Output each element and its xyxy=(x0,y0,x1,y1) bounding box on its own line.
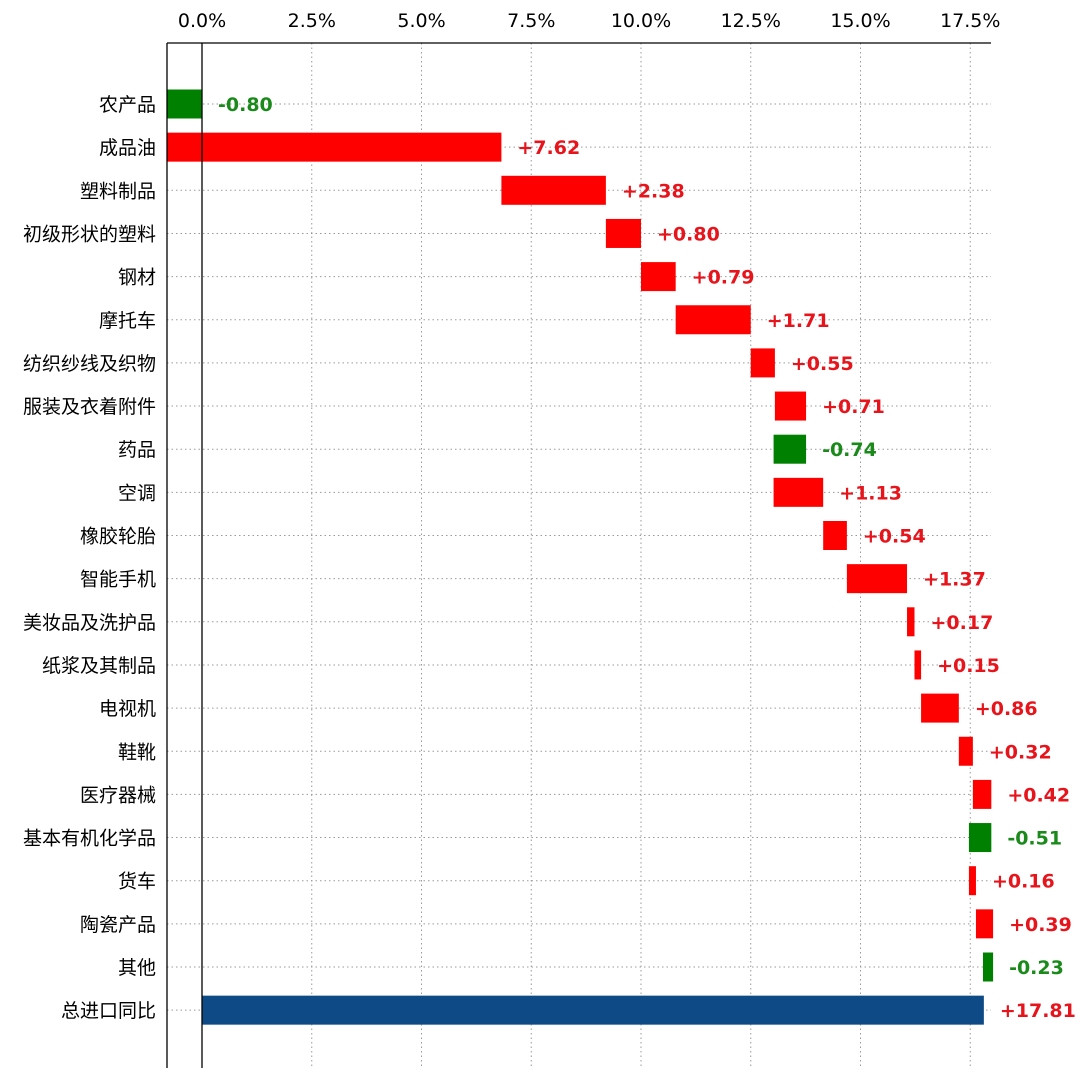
data-label: +2.38 xyxy=(622,180,685,202)
category-label: 初级形状的塑料 xyxy=(23,223,156,245)
category-label: 摩托车 xyxy=(99,310,156,332)
category-label: 橡胶轮胎 xyxy=(80,526,156,548)
x-tick-label: 17.5% xyxy=(940,10,1000,32)
data-label: +0.79 xyxy=(692,267,755,289)
data-label: +1.71 xyxy=(767,310,830,332)
x-tick-label: 0.0% xyxy=(178,10,226,32)
total-bar xyxy=(202,995,984,1025)
waterfall-bar xyxy=(774,391,807,421)
x-tick-label: 7.5% xyxy=(507,10,555,32)
waterfall-bar xyxy=(605,218,641,248)
data-labels: -0.80 +7.62 +2.38 +0.80 +0.79 +1.71 +0.55 +0.71… xyxy=(218,94,1076,1022)
data-label: +0.17 xyxy=(930,612,993,634)
x-tick-label: 12.5% xyxy=(721,10,781,32)
category-labels: 农产品成品油塑料制品初级形状的塑料钢材摩托车纺织纱线及织物服装及衣着附件药品空调… xyxy=(23,94,156,1022)
waterfall-bar xyxy=(921,693,959,723)
data-label: +0.15 xyxy=(937,655,1000,677)
data-label: +0.39 xyxy=(1009,914,1072,936)
waterfall-bar xyxy=(823,521,847,550)
waterfall-bar xyxy=(773,434,807,464)
data-label: +0.80 xyxy=(657,223,720,245)
waterfall-bar xyxy=(773,477,824,507)
data-label: +0.42 xyxy=(1007,784,1070,806)
waterfall-bar xyxy=(975,909,994,939)
category-label: 基本有机化学品 xyxy=(23,828,156,850)
waterfall-bar xyxy=(982,952,994,982)
bars xyxy=(166,89,994,1025)
waterfall-bar xyxy=(750,348,775,378)
waterfall-bar xyxy=(972,779,992,809)
category-label: 纺织纱线及织物 xyxy=(23,353,156,375)
category-label: 总进口同比 xyxy=(61,1000,156,1022)
data-label: +0.32 xyxy=(989,741,1052,763)
category-label: 智能手机 xyxy=(80,569,156,591)
data-label: +1.13 xyxy=(839,482,902,504)
waterfall-bar xyxy=(166,89,202,119)
x-tick-label: 15.0% xyxy=(830,10,890,32)
data-label: +0.55 xyxy=(791,353,854,375)
data-label: +0.86 xyxy=(975,698,1038,720)
waterfall-bar xyxy=(846,564,908,594)
data-label: +7.62 xyxy=(517,137,580,159)
data-label: -0.23 xyxy=(1009,957,1064,979)
waterfall-bar xyxy=(968,823,992,853)
x-tick-label: 2.5% xyxy=(288,10,336,32)
waterfall-bar xyxy=(166,132,502,162)
category-label: 纸浆及其制品 xyxy=(42,655,156,677)
category-label: 钢材 xyxy=(118,267,156,289)
x-tick-label: 5.0% xyxy=(397,10,445,32)
data-label: -0.74 xyxy=(822,439,877,461)
category-label: 货车 xyxy=(118,871,156,893)
data-label: -0.80 xyxy=(218,94,273,116)
category-label: 空调 xyxy=(118,482,156,504)
x-tick-label: 10.0% xyxy=(611,10,671,32)
category-label: 农产品 xyxy=(99,94,156,116)
waterfall-bar xyxy=(914,650,922,680)
x-axis-ticks: 0.0% 2.5% 5.0% 7.5% 10.0% 12.5% 15.0% 17.5% xyxy=(178,10,1001,32)
category-label: 其他 xyxy=(118,957,156,979)
data-label: +1.37 xyxy=(923,569,986,591)
category-label: 医疗器械 xyxy=(80,784,156,806)
data-label: +0.71 xyxy=(822,396,885,418)
data-label: +0.54 xyxy=(863,526,926,548)
waterfall-bar xyxy=(641,262,676,292)
waterfall-bar xyxy=(907,607,915,637)
waterfall-bar xyxy=(958,736,973,766)
category-label: 塑料制品 xyxy=(80,180,156,202)
waterfall-bar xyxy=(968,866,976,896)
category-label: 成品油 xyxy=(99,137,156,159)
category-label: 服装及衣着附件 xyxy=(23,396,156,418)
waterfall-bar xyxy=(501,175,606,205)
waterfall-bar xyxy=(675,305,751,335)
data-label: +17.81 xyxy=(1000,1000,1076,1022)
category-label: 陶瓷产品 xyxy=(80,914,156,936)
category-label: 药品 xyxy=(118,439,156,461)
category-label: 电视机 xyxy=(99,698,156,720)
category-label: 鞋靴 xyxy=(118,741,156,763)
category-label: 美妆品及洗护品 xyxy=(23,612,156,634)
data-label: -0.51 xyxy=(1007,828,1062,850)
data-label: +0.16 xyxy=(992,871,1055,893)
